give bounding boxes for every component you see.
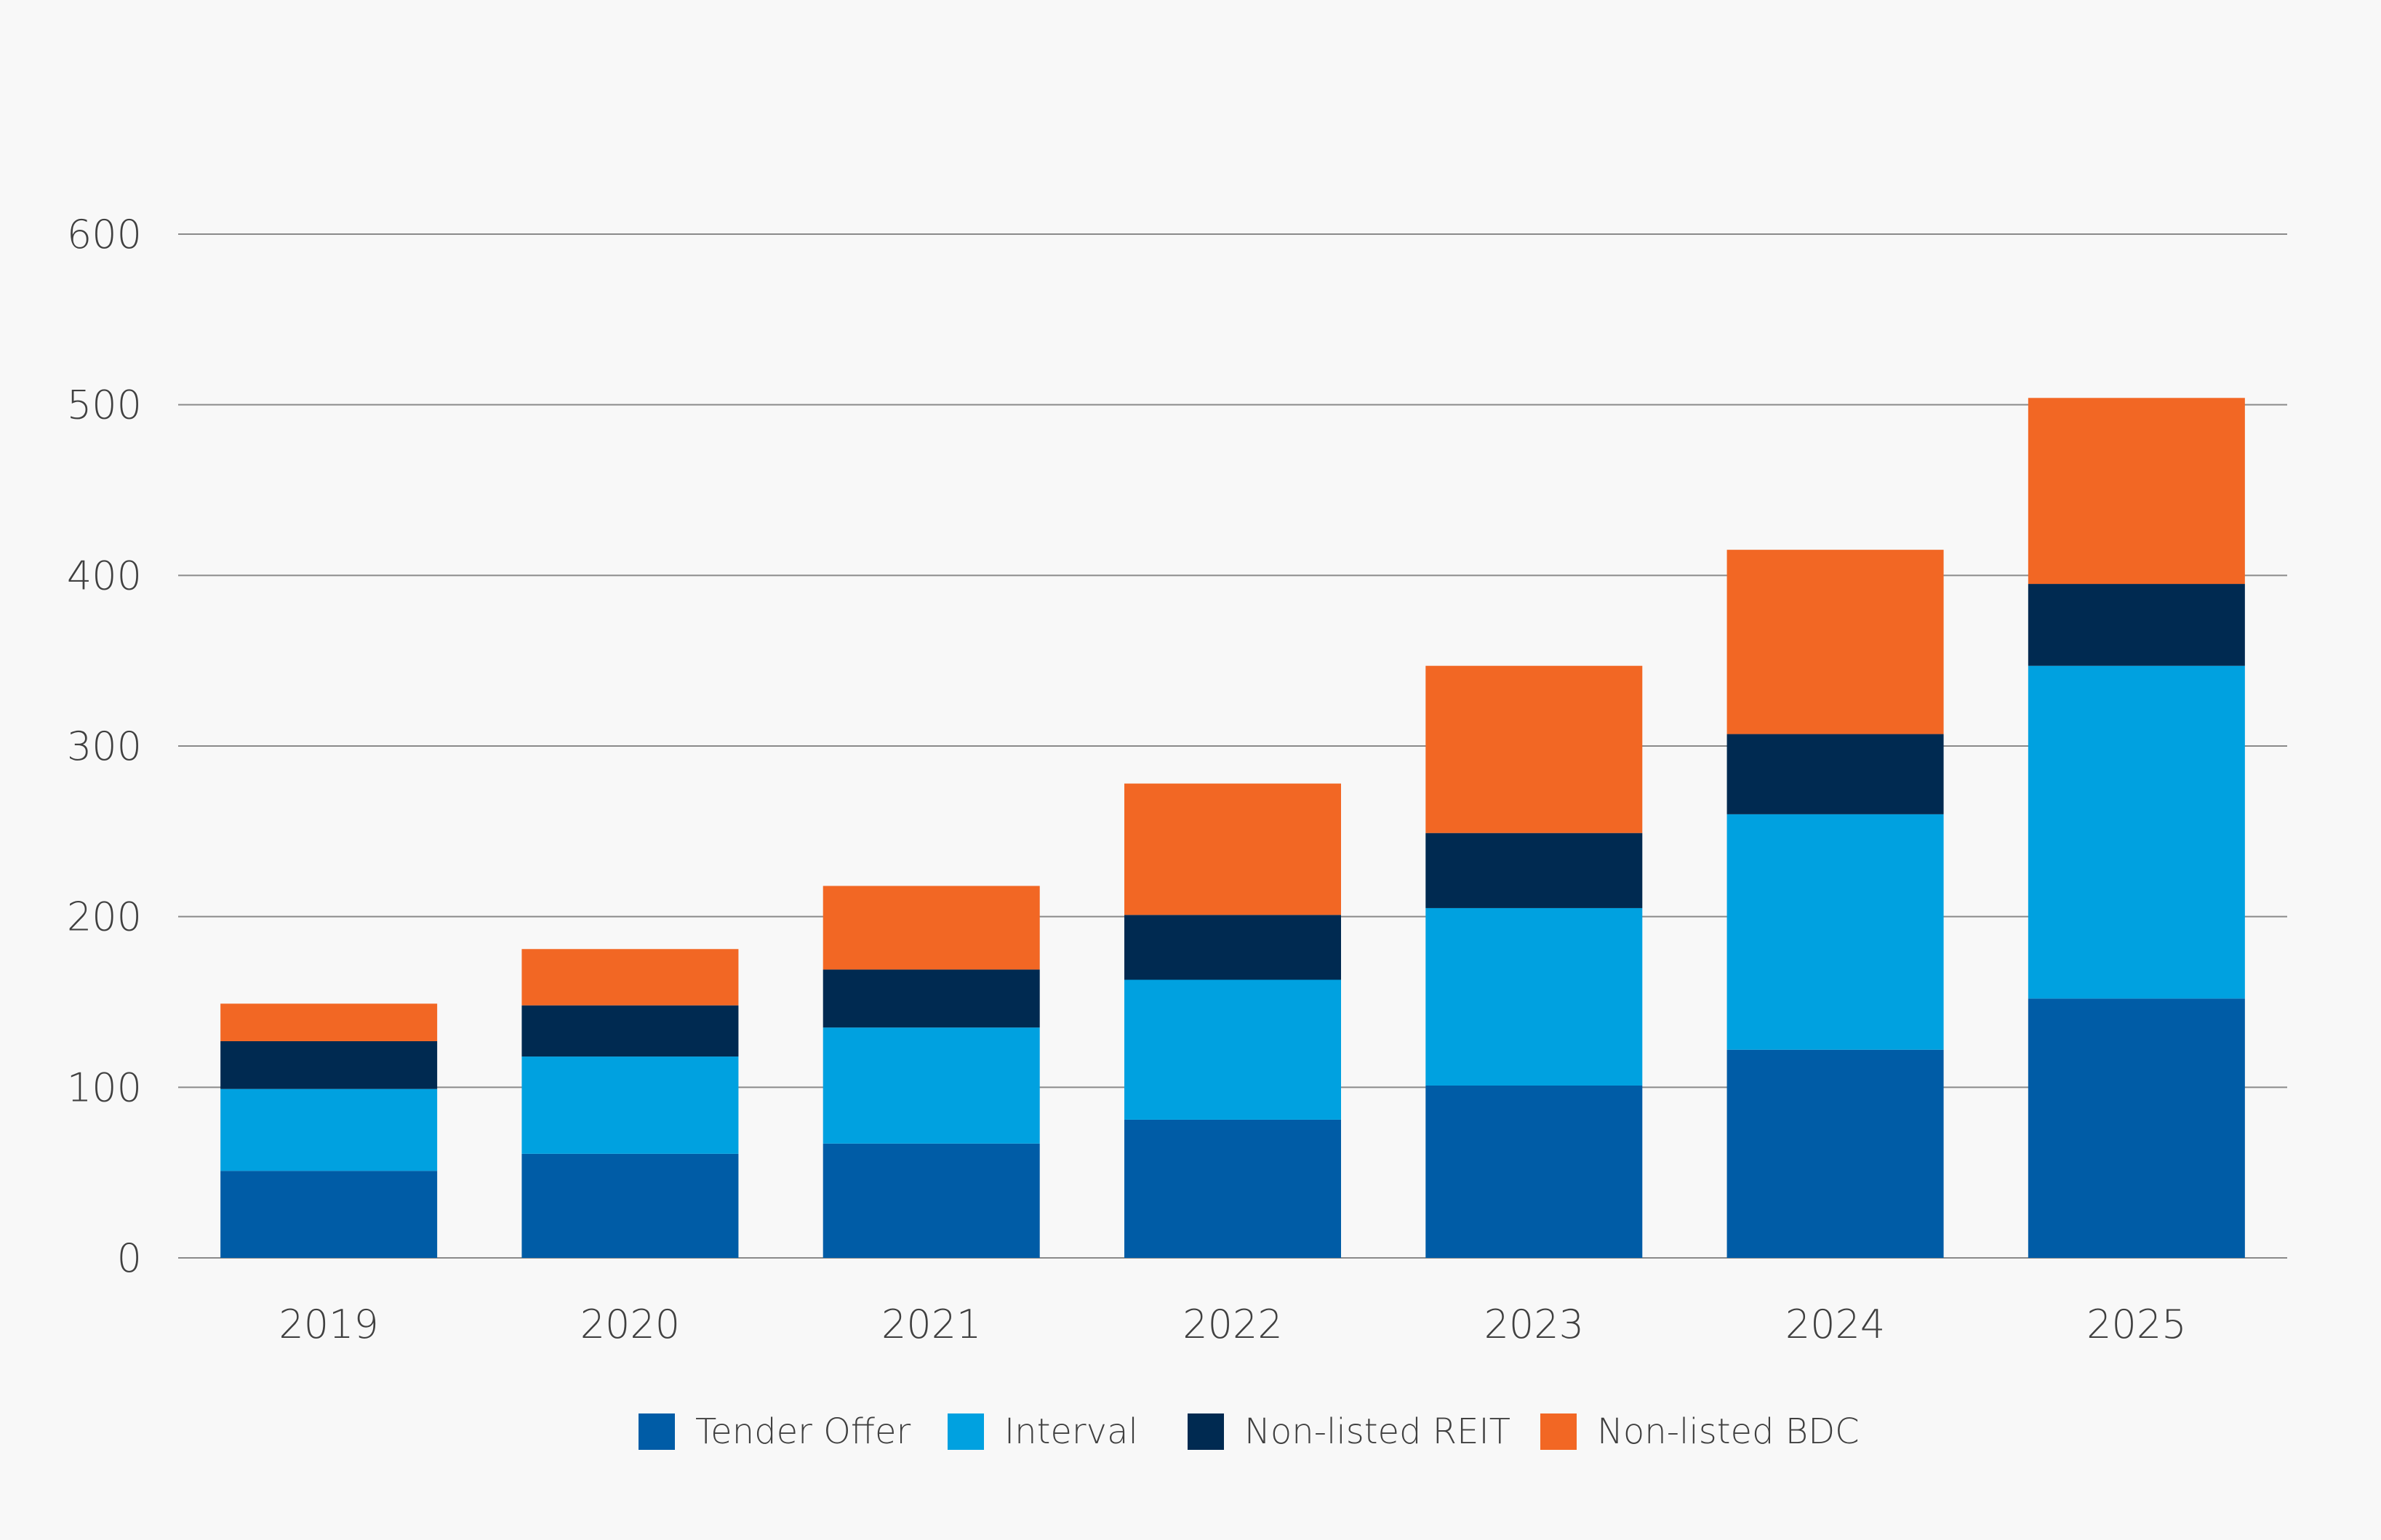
bar-segment-non-listed-reit-2023 xyxy=(1425,833,1643,908)
x-tick-label: 2023 xyxy=(1484,1302,1584,1347)
legend-label: Non-listed BDC xyxy=(1597,1411,1860,1452)
legend-item-interval: Interval xyxy=(948,1411,1138,1452)
bar-segment-tender-offer-2019 xyxy=(220,1171,438,1258)
bar-segment-non-listed-bdc-2024 xyxy=(1726,550,1944,734)
y-axis-tick-labels: 0 100 200 300 400 500 600 xyxy=(67,212,142,1281)
y-tick-label: 200 xyxy=(67,894,142,940)
y-tick-label: 0 xyxy=(117,1235,142,1281)
x-tick-label: 2021 xyxy=(881,1302,981,1347)
bar-segment-interval-2022 xyxy=(1124,979,1341,1120)
bar-segment-non-listed-reit-2020 xyxy=(521,1005,739,1057)
bar-segment-interval-2020 xyxy=(521,1056,739,1154)
bar-segment-interval-2021 xyxy=(823,1027,1040,1144)
legend-item-non-listed-reit: Non-listed REIT xyxy=(1188,1411,1510,1452)
legend-swatch xyxy=(1540,1413,1577,1450)
bar-segment-non-listed-reit-2019 xyxy=(220,1040,438,1089)
bar-segment-non-listed-reit-2025 xyxy=(2028,584,2245,666)
x-axis-tick-labels: 2019 2020 2021 2022 2023 2024 2025 xyxy=(279,1302,2186,1347)
legend-swatch xyxy=(1188,1413,1224,1450)
bar-segment-tender-offer-2025 xyxy=(2028,998,2245,1258)
legend-label: Tender Offer xyxy=(695,1411,911,1452)
x-tick-label: 2020 xyxy=(580,1302,680,1347)
bar-segment-non-listed-reit-2021 xyxy=(823,969,1040,1028)
bar-group-2020 xyxy=(521,949,739,1258)
bar-segment-tender-offer-2023 xyxy=(1425,1085,1643,1258)
bar-segment-tender-offer-2021 xyxy=(823,1143,1040,1258)
x-tick-label: 2025 xyxy=(2086,1302,2186,1347)
bar-segment-interval-2025 xyxy=(2028,665,2245,999)
bars xyxy=(220,398,2245,1258)
bar-segment-non-listed-bdc-2020 xyxy=(521,949,739,1006)
legend-swatch xyxy=(948,1413,984,1450)
bar-group-2019 xyxy=(220,1003,438,1258)
legend: Tender Offer Interval Non-listed REIT Non-l… xyxy=(639,1411,1860,1452)
y-tick-label: 500 xyxy=(67,382,142,428)
bar-segment-non-listed-bdc-2022 xyxy=(1124,783,1341,915)
y-tick-label: 600 xyxy=(67,212,142,257)
legend-swatch xyxy=(639,1413,675,1450)
legend-label: Non-listed REIT xyxy=(1244,1411,1510,1452)
y-tick-label: 400 xyxy=(67,553,142,598)
bar-segment-tender-offer-2022 xyxy=(1124,1119,1341,1258)
bar-group-2021 xyxy=(823,886,1040,1258)
bar-segment-non-listed-bdc-2021 xyxy=(823,886,1040,970)
bar-group-2022 xyxy=(1124,783,1341,1258)
bar-segment-non-listed-bdc-2023 xyxy=(1425,665,1643,833)
bar-segment-interval-2023 xyxy=(1425,907,1643,1086)
legend-label: Interval xyxy=(1004,1411,1138,1452)
bar-segment-tender-offer-2024 xyxy=(1726,1049,1944,1258)
x-tick-label: 2022 xyxy=(1183,1302,1282,1347)
bar-group-2025 xyxy=(2028,398,2245,1258)
bar-group-2024 xyxy=(1726,550,1944,1258)
bar-group-2023 xyxy=(1425,665,1643,1258)
bar-segment-non-listed-reit-2022 xyxy=(1124,915,1341,980)
x-tick-label: 2024 xyxy=(1785,1302,1885,1347)
bar-segment-non-listed-bdc-2025 xyxy=(2028,398,2245,585)
bar-segment-non-listed-bdc-2019 xyxy=(220,1003,438,1041)
x-tick-label: 2019 xyxy=(279,1302,378,1347)
bar-segment-non-listed-reit-2024 xyxy=(1726,734,1944,814)
bar-segment-tender-offer-2020 xyxy=(521,1153,739,1258)
legend-item-non-listed-bdc: Non-listed BDC xyxy=(1540,1411,1860,1452)
y-tick-label: 300 xyxy=(67,723,142,769)
y-tick-label: 100 xyxy=(67,1064,142,1110)
bar-segment-interval-2024 xyxy=(1726,814,1944,1050)
legend-item-tender-offer: Tender Offer xyxy=(639,1411,911,1452)
bar-segment-interval-2019 xyxy=(220,1088,438,1171)
